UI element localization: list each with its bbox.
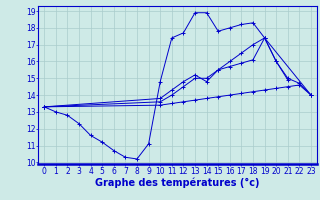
X-axis label: Graphe des températures (°c): Graphe des températures (°c) bbox=[95, 177, 260, 188]
